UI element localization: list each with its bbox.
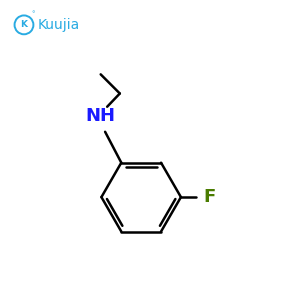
- Text: °: °: [32, 11, 35, 17]
- Text: F: F: [203, 188, 215, 206]
- Text: Kuujia: Kuujia: [38, 18, 80, 32]
- Text: NH: NH: [86, 106, 116, 124]
- Text: K: K: [20, 20, 28, 29]
